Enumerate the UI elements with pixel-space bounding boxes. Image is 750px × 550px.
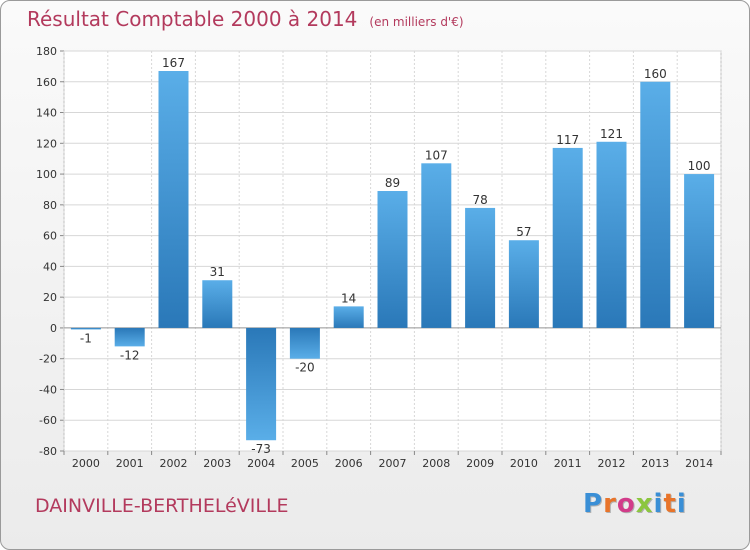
y-tick-label: 120 [36,137,57,150]
bar-2007 [377,191,408,328]
x-tick-label-2009: 2009 [466,457,494,470]
bar-2012 [596,141,627,328]
y-tick-label: 160 [36,76,57,89]
x-tick-label-2007: 2007 [379,457,407,470]
bar-2008 [421,163,452,328]
x-tick-label-2003: 2003 [203,457,231,470]
x-tick-label-2014: 2014 [685,457,713,470]
logo-letter: i [653,489,664,519]
y-tick-label: 0 [50,322,57,335]
value-label-2009: 78 [472,193,487,207]
value-label-2006: 14 [341,291,356,305]
value-label-2001: -12 [120,348,140,362]
value-label-2008: 107 [425,148,448,162]
value-label-2002: 167 [162,56,185,70]
x-tick-label-2005: 2005 [291,457,319,470]
logo-letter: o [616,489,636,519]
y-tick-label: -40 [39,383,57,396]
y-tick-label: 80 [43,199,57,212]
x-tick-label-2013: 2013 [641,457,669,470]
y-tick-label: 60 [43,230,57,243]
y-tick-label: -80 [39,445,57,458]
x-tick-label-2008: 2008 [422,457,450,470]
logo-letter: x [635,489,654,519]
logo-letter: r [603,489,617,519]
y-tick-label: 20 [43,291,57,304]
logo-letter: t [663,489,677,519]
y-tick-label: 140 [36,107,57,120]
value-label-2004: -73 [251,442,271,456]
label-layer: -80 -60 -40 -20 0 20 40 60 80 100 120 140 160 180 -1 20… [36,45,713,470]
x-tick-label-2010: 2010 [510,457,538,470]
chart-title-main: Résultat Comptable 2000 à 2014 [27,7,358,31]
bar-2014 [684,174,715,328]
value-label-2011: 117 [556,133,579,147]
value-label-2003: 31 [210,265,225,279]
y-tick-label: -20 [39,353,57,366]
bar-2003 [202,280,233,328]
y-tick-label: 40 [43,260,57,273]
bar-2001 [114,327,145,347]
value-label-2005: -20 [295,361,315,375]
chart-title-unit: (en milliers d'€) [369,15,464,29]
chart-title: Résultat Comptable 2000 à 2014 (en millie… [27,7,464,31]
bar-2011 [552,147,583,328]
bar-2002 [158,71,189,328]
y-tick-label: -60 [39,414,57,427]
x-tick-label-2001: 2001 [116,457,144,470]
x-tick-label-2011: 2011 [554,457,582,470]
x-tick-label-2012: 2012 [598,457,626,470]
bar-2000 [70,327,101,330]
logo-letter: P [583,489,604,519]
bar-2010 [508,240,539,328]
bar-chart: -80 -60 -40 -20 0 20 40 60 80 100 120 140 160 180 -1 20… [36,45,722,470]
value-label-2000: -1 [80,331,92,345]
value-label-2013: 160 [644,67,667,81]
value-label-2014: 100 [688,159,711,173]
value-label-2007: 89 [385,176,400,190]
x-tick-label-2000: 2000 [72,457,100,470]
y-tick-label: 180 [36,45,57,58]
bar-layer [70,71,715,441]
x-tick-label-2002: 2002 [160,457,188,470]
logo-letter: i [676,489,687,519]
bar-2004 [246,327,277,441]
bar-2005 [289,327,320,359]
value-label-2010: 57 [516,225,531,239]
y-tick-label: 100 [36,168,57,181]
x-tick-label-2006: 2006 [335,457,363,470]
x-tick-label-2004: 2004 [247,457,275,470]
bar-2006 [333,306,364,328]
proxiti-logo: Proxiti [583,489,687,519]
value-label-2012: 121 [600,127,623,141]
bar-2009 [465,207,496,328]
bar-2013 [640,81,671,328]
commune-name: DAINVILLE-BERTHELéVILLE [35,495,289,517]
